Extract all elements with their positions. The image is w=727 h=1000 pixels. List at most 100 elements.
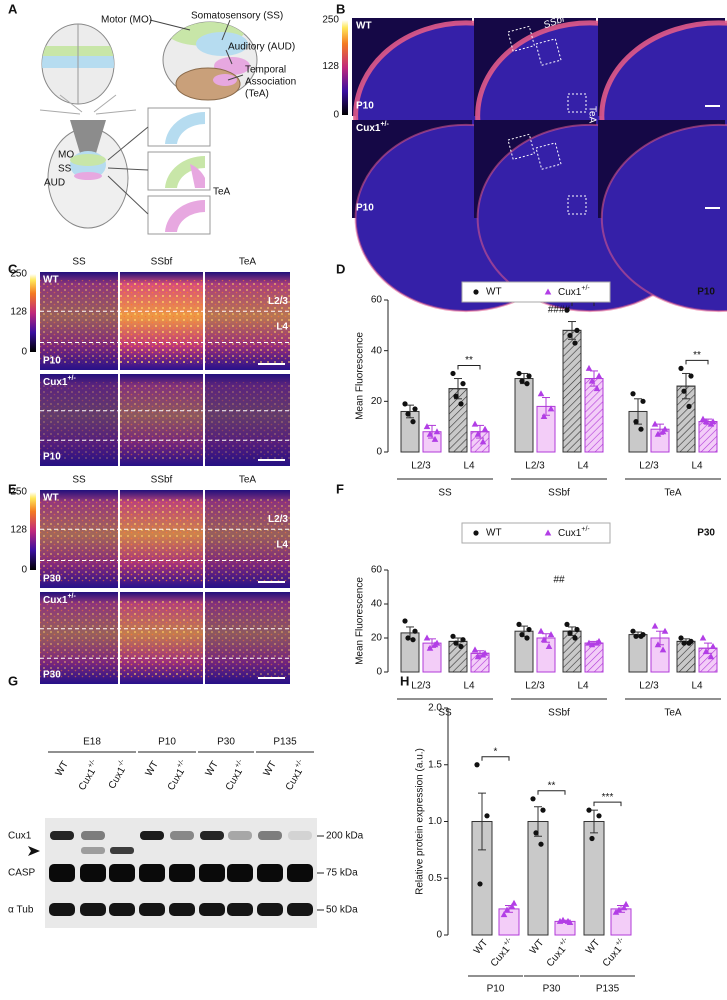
cortex-speckle [205, 600, 290, 678]
category-label: P30 [543, 984, 561, 995]
group-label: SS [438, 488, 452, 499]
data-point [564, 621, 570, 628]
data-point [458, 643, 464, 650]
bar [628, 634, 648, 673]
age-label: P30 [43, 574, 61, 585]
size-marker-label: 75 kDa [326, 868, 358, 879]
cortex-speckle [205, 280, 290, 364]
data-point [547, 405, 555, 412]
data-point [615, 906, 623, 913]
y-axis-label: Mean Fluorescence [355, 332, 366, 420]
mouse-label: SS [58, 164, 72, 175]
panel-letter: A [8, 1, 18, 16]
data-point [564, 307, 570, 313]
significance-bracket [537, 790, 566, 795]
data-point [524, 635, 530, 641]
cortex-speckle [40, 498, 118, 582]
data-point [484, 813, 490, 819]
data-point [402, 401, 408, 407]
group-significance-label: ## [553, 575, 565, 586]
age-label: P135 [273, 737, 297, 748]
band [288, 831, 312, 840]
y-tick-label: 60 [371, 565, 383, 576]
cortex-speckle [40, 600, 118, 678]
data-point [651, 622, 659, 629]
data-point [537, 390, 545, 397]
data-point [412, 406, 418, 412]
colorbar-tick-label: 128 [10, 307, 27, 318]
age-label: P10 [356, 203, 374, 214]
y-tick-label: 40 [371, 345, 383, 356]
genotype-label: WT [356, 21, 372, 32]
legend-box [461, 281, 611, 303]
significance-bracket [481, 756, 510, 761]
data-point [423, 423, 431, 430]
data-point [620, 904, 628, 911]
data-point [474, 653, 482, 660]
data-point [433, 428, 441, 435]
data-point [453, 640, 459, 646]
category-label: L4 [691, 461, 703, 472]
data-point [564, 917, 572, 924]
data-point [678, 635, 684, 641]
data-point [547, 631, 555, 638]
size-marker-label: 200 kDa [326, 831, 364, 842]
data-point [423, 634, 431, 641]
panel-letter: H [400, 673, 409, 688]
bar-label-sup: +/- [615, 936, 626, 947]
genotype-label-base: Cux1 [43, 377, 68, 388]
data-point [638, 426, 644, 432]
data-point [638, 633, 644, 639]
group-label: SSbf [548, 488, 570, 499]
column-title: SS [72, 475, 86, 486]
data-point [410, 419, 416, 425]
data-point [596, 813, 602, 819]
region-label: SS [511, 4, 528, 19]
data-point [567, 630, 573, 636]
colorbar-tick-label: 128 [322, 61, 339, 72]
data-point [640, 398, 646, 404]
genotype-label-base: Cux1 [356, 123, 381, 134]
data-point [458, 401, 464, 407]
data-point [574, 626, 580, 633]
lane-label-sup: +/- [234, 758, 245, 769]
genotype-label: WT [43, 275, 59, 286]
band [258, 831, 282, 840]
significance-label: ** [693, 350, 701, 361]
category-label: L2/3 [525, 681, 545, 692]
y-tick-label: 1.0 [428, 816, 442, 827]
y-tick-label: 0 [436, 930, 442, 941]
blot-row-label: CASP [8, 868, 36, 879]
colorbar-tick-label: 0 [21, 565, 27, 576]
band [287, 864, 313, 882]
data-point [516, 370, 522, 377]
category-label: P10 [487, 984, 505, 995]
layer-label: L2/3 [268, 296, 288, 307]
data-point [524, 381, 530, 387]
band [227, 903, 253, 916]
data-point [681, 388, 687, 394]
data-point [412, 628, 418, 634]
genotype-label: Cux1+/- [356, 121, 389, 133]
data-point [450, 633, 456, 639]
age-label: E18 [83, 737, 101, 748]
legend-marker [473, 289, 479, 295]
data-point [702, 648, 710, 655]
legend-label: Cux1+/- [558, 526, 590, 538]
area-label: Association [245, 77, 296, 88]
data-point [471, 420, 479, 427]
data-point [519, 632, 525, 638]
cortex-speckle [205, 382, 290, 460]
arrowhead [28, 846, 40, 856]
cortex-speckle [120, 600, 203, 678]
group-label: TeA [664, 708, 682, 719]
bar-hatch [562, 329, 582, 453]
data-point [678, 365, 684, 371]
y-tick-label: 2.0 [428, 703, 442, 714]
panel-letter: B [336, 1, 345, 16]
panel-a-art [39, 19, 258, 235]
area-label: (TeA) [245, 89, 269, 100]
category-label: P135 [596, 984, 620, 995]
band [287, 903, 313, 916]
